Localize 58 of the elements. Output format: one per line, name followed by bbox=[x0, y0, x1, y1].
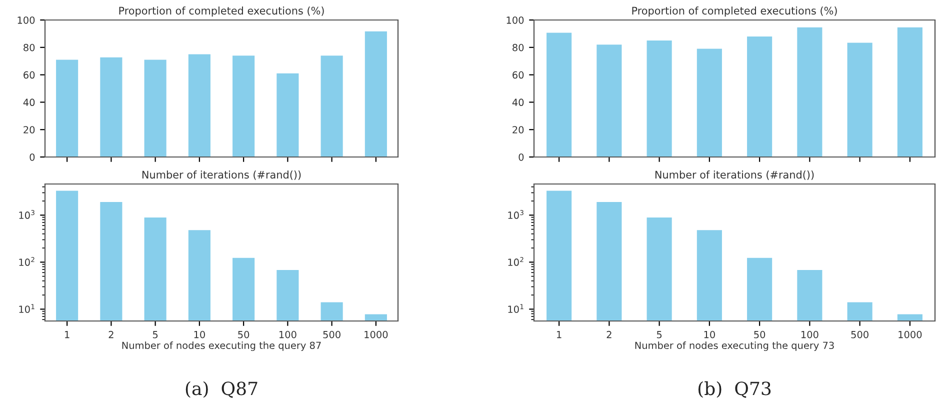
chart-title: Proportion of completed executions (%) bbox=[119, 6, 324, 17]
bar bbox=[696, 48, 722, 157]
y-tick-label: 100 bbox=[18, 16, 35, 24]
x-tick-label: 5 bbox=[656, 331, 662, 338]
bar bbox=[747, 36, 772, 157]
y-tick-label: 40 bbox=[512, 98, 524, 106]
y-tick-label: 80 bbox=[24, 44, 35, 52]
bar bbox=[596, 44, 622, 157]
x-tick-label: 5 bbox=[152, 331, 158, 338]
x-tick-label: 2 bbox=[108, 330, 114, 338]
x-tick-label: 100 bbox=[801, 330, 818, 338]
y-tick-label: 10$^{2}$ bbox=[19, 257, 34, 266]
y-tick-label: 10$^{1}$ bbox=[508, 304, 524, 313]
x-tick-label: 50 bbox=[754, 330, 766, 338]
y-tick-label: 0 bbox=[30, 153, 35, 161]
chart-title: Number of iterations (#rand()) bbox=[142, 170, 301, 180]
x-tick-label: 500 bbox=[851, 330, 868, 338]
bar bbox=[364, 31, 387, 157]
y-tick-label: 60 bbox=[24, 71, 35, 79]
bar bbox=[546, 32, 572, 157]
bar bbox=[188, 54, 210, 157]
x-tick-label: 50 bbox=[238, 330, 250, 338]
chart-title: Number of iterations (#rand()) bbox=[655, 170, 814, 180]
x-tick-label: 1 bbox=[65, 331, 70, 338]
y-tick-label: 20 bbox=[512, 126, 524, 134]
chart-title: Proportion of completed executions (%) bbox=[632, 6, 837, 17]
y-tick-label: 10$^{2}$ bbox=[508, 257, 524, 266]
x-axis-title: Number of nodes executing the query 87 bbox=[122, 342, 321, 351]
x-tick-label: 10 bbox=[194, 330, 205, 338]
x-tick-label: 500 bbox=[323, 330, 340, 338]
text: (b) Q73 bbox=[698, 381, 771, 398]
bar bbox=[320, 56, 343, 157]
y-tick-label: 100 bbox=[506, 16, 524, 24]
text: (a) Q87 bbox=[186, 381, 258, 398]
y-tick-label: 10$^{3}$ bbox=[508, 210, 524, 219]
bar bbox=[276, 73, 299, 157]
y-tick-label: 80 bbox=[512, 44, 524, 52]
x-tick-label: 1000 bbox=[898, 330, 922, 338]
y-tick-label: 20 bbox=[24, 126, 35, 134]
x-tick-label: 100 bbox=[279, 330, 296, 338]
x-tick-label: 10 bbox=[704, 330, 715, 338]
x-tick-label: 1 bbox=[557, 331, 562, 338]
y-tick-label: 10$^{1}$ bbox=[19, 304, 34, 313]
y-tick-label: 60 bbox=[512, 71, 524, 79]
x-tick-label: 2 bbox=[606, 330, 612, 338]
y-tick-label: 10$^{3}$ bbox=[19, 210, 34, 219]
bar bbox=[56, 60, 78, 157]
y-tick-label: 0 bbox=[518, 153, 524, 161]
y-tick-label: 40 bbox=[23, 98, 35, 106]
x-axis-title: Number of nodes executing the query 73 bbox=[635, 342, 834, 351]
bar bbox=[232, 56, 255, 157]
bar bbox=[847, 42, 872, 157]
bar bbox=[797, 27, 822, 157]
x-tick-label: 1000 bbox=[364, 330, 388, 338]
bar bbox=[144, 60, 166, 157]
bar bbox=[100, 57, 122, 157]
bar bbox=[646, 40, 672, 157]
bar bbox=[897, 27, 922, 157]
